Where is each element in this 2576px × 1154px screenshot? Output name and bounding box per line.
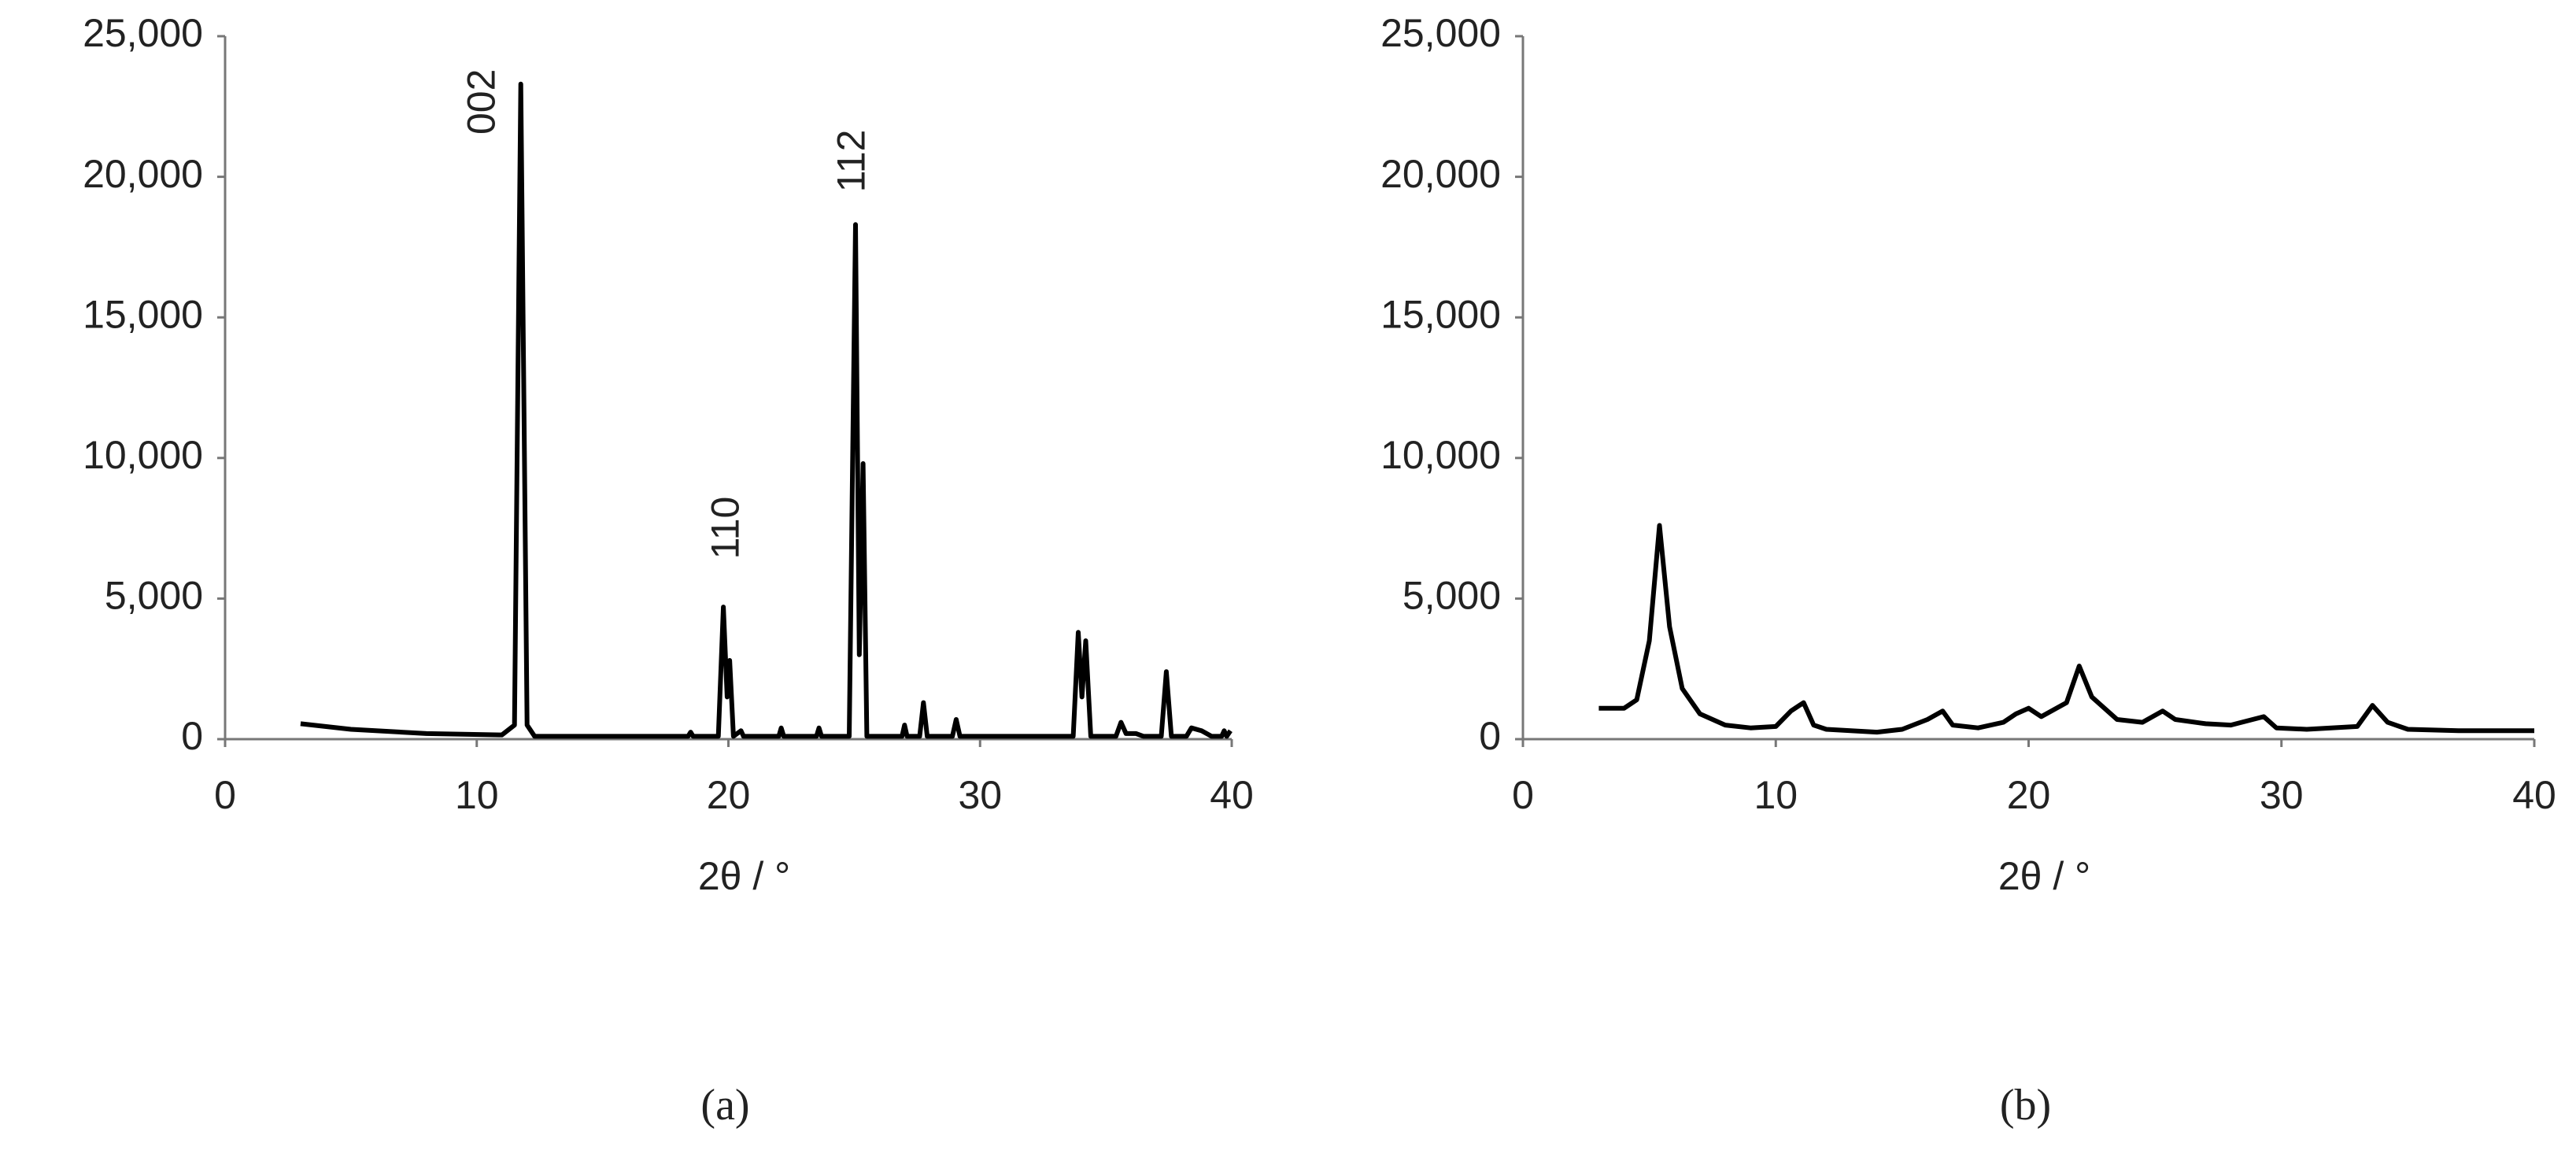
y-tick-label: 10,000 [83,433,203,477]
x-tick-label: 20 [707,773,751,817]
peak-label: 110 [704,497,748,560]
y-tick-label: 15,000 [83,292,203,336]
x-tick-label: 10 [455,773,499,817]
y-tick-label: 0 [181,714,203,758]
peak-label: 002 [460,69,504,135]
y-tick-label: 5,000 [1403,574,1501,618]
y-tick-label: 15,000 [1380,292,1501,336]
y-tick-label: 20,000 [1380,152,1501,196]
x-tick-label: 40 [1210,773,1254,817]
x-axis-label: 2θ / ° [1998,854,2090,898]
y-tick-label: 5,000 [105,574,203,618]
x-tick-label: 0 [214,773,236,817]
caption: (b) [2000,1081,2051,1130]
caption: (a) [700,1081,749,1130]
x-tick-label: 20 [2007,773,2051,817]
x-tick-label: 0 [1512,773,1534,817]
y-tick-label: 20,000 [83,152,203,196]
data-line [1598,523,2534,735]
y-tick-label: 25,000 [1380,11,1501,55]
x-axis-label: 2θ / ° [698,854,790,898]
y-tick-label: 0 [1479,714,1501,758]
x-tick-label: 40 [2512,773,2556,817]
y-tick-label: 25,000 [83,11,203,55]
x-tick-label: 30 [2260,773,2304,817]
x-tick-label: 10 [1754,773,1798,817]
y-tick-label: 10,000 [1380,433,1501,477]
x-tick-label: 30 [958,773,1002,817]
peak-label: 112 [830,130,874,193]
data-line [300,81,1233,739]
